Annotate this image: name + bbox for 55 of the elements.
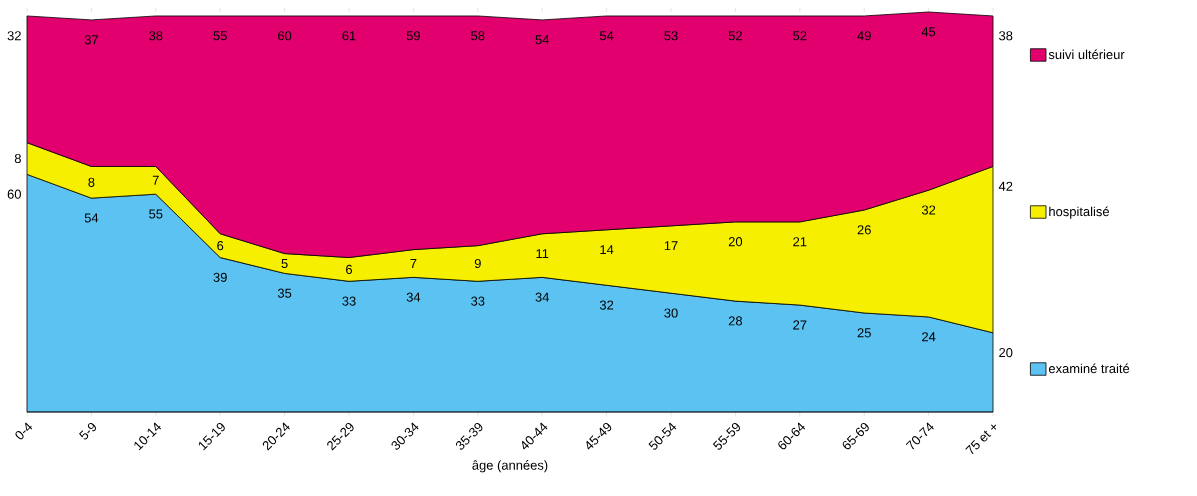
- data-label: 32: [921, 205, 936, 215]
- data-label: 53: [664, 31, 678, 41]
- data-label: 30: [664, 308, 678, 318]
- data-label: 32: [599, 300, 614, 310]
- data-label: 14: [600, 245, 614, 255]
- data-label: 59: [406, 31, 420, 41]
- data-label: 21: [793, 237, 807, 247]
- data-label: 7: [152, 175, 159, 185]
- data-label: 52: [728, 31, 742, 41]
- data-label: 38: [149, 31, 163, 41]
- data-label: 45: [921, 27, 936, 37]
- data-label: 27: [793, 320, 807, 330]
- data-label: 54: [84, 213, 99, 223]
- data-label: 20: [728, 237, 743, 247]
- data-label: 5: [281, 258, 288, 268]
- data-label: 55: [213, 31, 227, 41]
- data-label: 42: [998, 181, 1013, 191]
- data-label: 33: [342, 296, 356, 306]
- data-label: 6: [346, 264, 353, 275]
- legend-label: suivi ultérieur: [1048, 49, 1125, 60]
- data-label: 37: [84, 35, 98, 45]
- data-label: 17: [664, 241, 678, 251]
- data-label: 24: [922, 332, 936, 342]
- data-label: 39: [213, 272, 227, 282]
- legend-label: hospitalisé: [1049, 206, 1109, 219]
- data-label: 58: [471, 31, 485, 41]
- data-label: 34: [406, 292, 421, 302]
- data-label: 9: [474, 258, 481, 269]
- data-label: 52: [793, 31, 807, 41]
- data-label: 35: [277, 288, 292, 298]
- data-label: 60: [7, 189, 21, 199]
- data-label: 26: [857, 225, 871, 235]
- legend-label: examiné traité: [1048, 363, 1130, 374]
- data-label: 32: [7, 31, 21, 41]
- data-label: 34: [535, 292, 550, 302]
- data-label: 54: [599, 31, 614, 41]
- x-axis-title: âge (années): [472, 460, 548, 473]
- data-label: 54: [535, 35, 550, 45]
- data-label: 8: [14, 153, 21, 164]
- data-label: 25: [857, 328, 871, 338]
- data-label: 38: [999, 31, 1013, 41]
- x-tick-label: 0-4: [15, 422, 33, 440]
- x-tick-label: 75 et +: [965, 424, 997, 455]
- data-label: 6: [217, 241, 224, 251]
- data-label: 11: [536, 249, 549, 259]
- data-label: 60: [278, 31, 292, 41]
- data-label: 49: [857, 31, 871, 41]
- data-label: 8: [88, 177, 95, 187]
- data-label: 20: [999, 348, 1013, 358]
- data-label: 55: [149, 209, 163, 219]
- data-label: 33: [471, 296, 485, 306]
- data-label: 7: [410, 259, 417, 268]
- data-label: 28: [728, 316, 743, 326]
- x-tick-label: 5-9: [79, 422, 97, 440]
- data-label: 61: [342, 31, 356, 41]
